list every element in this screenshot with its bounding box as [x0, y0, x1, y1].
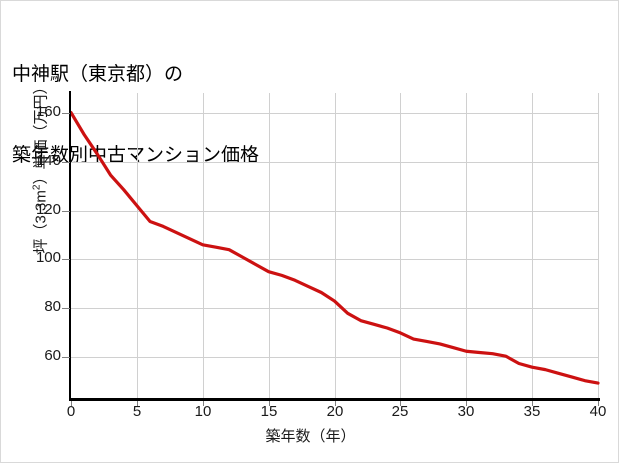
- x-tick-mark: [203, 401, 204, 406]
- gridline-vertical: [466, 93, 467, 399]
- y-tick-label-text: 160: [35, 103, 61, 120]
- line-series-svg: [69, 110, 600, 385]
- x-tick-label: 20: [326, 403, 344, 420]
- chart-title-line-1: 中神駅（東京都）の: [12, 64, 184, 85]
- x-tick-mark: [400, 401, 401, 406]
- plot-gridlines: [71, 93, 599, 399]
- x-tick-mark: [137, 401, 138, 406]
- plot-area: [69, 93, 600, 399]
- y-tick-mark: [62, 308, 70, 309]
- gridline-horizontal: [71, 211, 598, 212]
- gridline-horizontal: [71, 259, 598, 260]
- x-tick-mark: [335, 401, 336, 406]
- y-tick-label-text: 80: [44, 298, 61, 315]
- gridline-horizontal: [71, 308, 598, 309]
- x-tick-label: 15: [260, 403, 278, 420]
- gridline-vertical: [137, 93, 138, 399]
- x-tick-label: 35: [523, 403, 541, 420]
- x-tick-label: 5: [132, 403, 142, 420]
- y-tick-label-text: 120: [35, 201, 61, 218]
- x-tick-label: 40: [589, 403, 607, 420]
- gridline-horizontal: [71, 162, 598, 163]
- x-tick-mark: [269, 401, 270, 406]
- y-tick-label-text: 140: [35, 152, 61, 169]
- y-tick-mark: [62, 259, 70, 260]
- gridline-vertical: [532, 93, 533, 399]
- x-axis-title: 築年数（年）: [265, 428, 356, 445]
- y-tick-mark: [62, 211, 70, 212]
- x-axis-line: [69, 398, 600, 401]
- gridline-horizontal: [71, 113, 598, 114]
- gridline-vertical: [400, 93, 401, 399]
- x-tick-label: 10: [194, 403, 212, 420]
- y-tick-mark: [62, 113, 70, 114]
- y-tick-label-text: 60: [44, 347, 61, 364]
- gridline-horizontal: [71, 357, 598, 358]
- x-tick-mark: [532, 401, 533, 406]
- y-tick-label-text: 100: [35, 249, 61, 266]
- y-tick-mark: [62, 357, 70, 358]
- x-tick-mark: [71, 401, 72, 406]
- y-axis-line: [69, 91, 71, 401]
- x-tick-label: 30: [457, 403, 475, 420]
- chart-title-line-2: 築年数別中古マンション価格: [12, 145, 260, 166]
- x-tick-mark: [598, 401, 599, 406]
- gridline-vertical: [269, 93, 270, 399]
- gridline-vertical: [598, 93, 599, 399]
- x-tick-label: 25: [391, 403, 409, 420]
- gridline-vertical: [335, 93, 336, 399]
- x-tick-label: 0: [66, 403, 76, 420]
- price-line: [69, 110, 600, 385]
- x-tick-mark: [466, 401, 467, 406]
- y-tick-mark: [62, 162, 70, 163]
- chart-title: 中神駅（東京都）の 築年数別中古マンション価格: [12, 7, 259, 223]
- y-axis-title: 坪（3.3m2）単価（万円）: [31, 79, 50, 254]
